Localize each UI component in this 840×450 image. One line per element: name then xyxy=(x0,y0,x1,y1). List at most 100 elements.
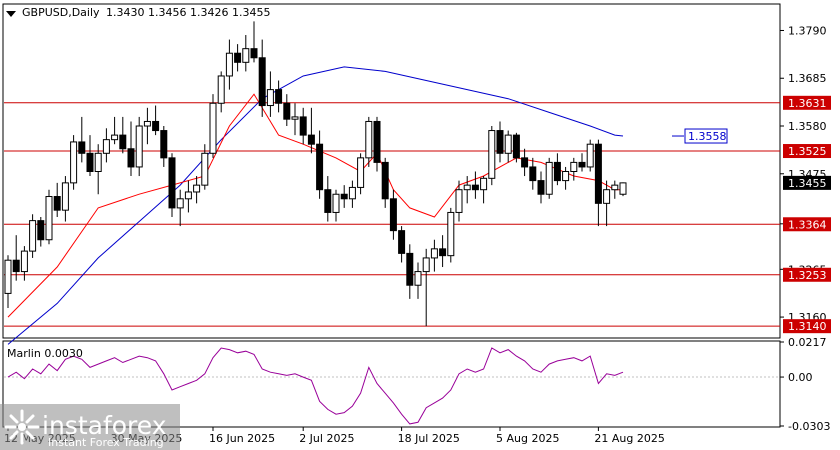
level-tag xyxy=(783,267,831,282)
candlesticks xyxy=(4,21,627,327)
candle-bear xyxy=(307,134,315,145)
candle-bear xyxy=(86,152,94,173)
current-price-label: 1.3455 xyxy=(788,177,827,190)
y-tick-label: 1.3685 xyxy=(788,72,827,85)
marlin-y-tick-label: 0.00 xyxy=(788,371,813,384)
candle-bull xyxy=(480,177,488,191)
candle-bull xyxy=(184,191,192,200)
candle-bear xyxy=(152,120,160,132)
level-tag xyxy=(783,217,831,232)
candle-bear xyxy=(37,220,45,241)
candle-bull xyxy=(45,196,53,241)
candle-bear xyxy=(12,259,20,273)
logo-text: instaforex xyxy=(42,411,167,440)
candle-bull xyxy=(463,184,471,191)
candle-bear xyxy=(78,141,86,154)
price-tags: 1.3631 1.3525 1.3364 1.3253 1.3140 1.3455 1.35… xyxy=(672,95,831,334)
candle-bull xyxy=(201,152,209,186)
ohlc-values: 1.3430 1.3456 1.3426 1.3455 xyxy=(106,6,270,19)
candle-bull xyxy=(61,182,69,211)
candle-bull xyxy=(225,52,233,77)
candle-bull xyxy=(143,120,151,127)
candle-bull xyxy=(94,152,102,173)
candle-bull xyxy=(414,271,422,286)
level-tag-label: 1.3631 xyxy=(788,97,827,110)
slow-ma-line xyxy=(7,66,624,345)
candle-bear xyxy=(283,102,291,120)
candle-bear xyxy=(521,157,529,168)
candle-bull xyxy=(504,134,512,154)
candle-bear xyxy=(439,248,447,257)
marlin-indicator xyxy=(4,347,780,425)
candle-bull xyxy=(447,211,455,257)
candle-bull xyxy=(430,248,438,259)
price-panel xyxy=(2,3,781,339)
candle-bull xyxy=(357,157,365,188)
logo-burst-icon xyxy=(4,409,40,445)
marlin-y-tick-label: -0.0303 xyxy=(788,420,830,433)
current-price-tag xyxy=(783,175,831,190)
candle-bull xyxy=(209,102,217,154)
candle-bear xyxy=(373,120,381,163)
ma-callout-label: 1.3558 xyxy=(688,130,727,143)
level-tag-label: 1.3140 xyxy=(788,320,827,333)
candle-bull xyxy=(4,259,12,294)
level-tag xyxy=(783,95,831,110)
logo-tagline: Instant Forex Trading xyxy=(48,436,164,449)
candle-bull xyxy=(193,184,201,193)
candle-bull xyxy=(422,257,430,273)
candle-bear xyxy=(471,184,479,191)
candle-bear xyxy=(496,130,504,154)
candle-bull xyxy=(70,141,78,184)
marlin-y-tick-label: 0.0217 xyxy=(788,336,827,349)
candle-bear xyxy=(316,143,324,191)
candle-bear xyxy=(553,161,561,182)
candle-bull xyxy=(586,143,594,168)
candle-bull xyxy=(348,186,356,200)
candle-bear xyxy=(299,116,307,136)
candle-bull xyxy=(217,75,225,104)
candle-bear xyxy=(234,52,242,63)
y-tick-label: 1.3580 xyxy=(788,120,827,133)
candle-bull xyxy=(20,250,28,273)
candle-bull xyxy=(176,198,184,209)
collapse-triangle-icon[interactable] xyxy=(6,11,16,17)
level-tag xyxy=(783,319,831,334)
candle-bear xyxy=(275,89,283,104)
candle-bull xyxy=(332,193,340,213)
level-tag-label: 1.3364 xyxy=(788,218,827,231)
candle-bear xyxy=(168,157,176,209)
candle-bear xyxy=(324,189,332,213)
candle-bear xyxy=(127,148,135,168)
candle-bull xyxy=(291,116,299,120)
candle-bull xyxy=(455,189,463,213)
candle-bull xyxy=(545,161,553,195)
level-tag xyxy=(783,144,831,159)
candle-bear xyxy=(537,180,545,195)
candle-bear xyxy=(529,166,537,182)
candle-bull xyxy=(603,189,611,204)
candle-bull xyxy=(135,125,143,168)
x-tick-label: 18 Jul 2025 xyxy=(398,432,460,445)
candle-bear xyxy=(119,134,127,150)
candle-bull xyxy=(570,161,578,173)
candle-bear xyxy=(578,161,586,168)
candle-bear xyxy=(398,230,406,254)
symbol-label: GBPUSD,Daily xyxy=(22,6,100,19)
candle-bear xyxy=(160,130,168,159)
marlin-line xyxy=(7,347,624,425)
y-tick-label: 1.3790 xyxy=(788,24,827,37)
candle-bull xyxy=(266,89,274,107)
candle-bear xyxy=(594,143,602,204)
candle-bull xyxy=(488,130,496,179)
x-tick-label: 5 Aug 2025 xyxy=(496,432,559,445)
candle-bear xyxy=(406,252,414,286)
candle-bull xyxy=(111,134,119,141)
x-tick-label: 2 Jul 2025 xyxy=(299,432,354,445)
instaforex-logo: instaforex Instant Forex Trading xyxy=(0,404,180,450)
level-tag-label: 1.3253 xyxy=(788,269,827,282)
candle-bull xyxy=(242,48,250,63)
candle-bull xyxy=(619,182,627,195)
x-tick-label: 16 Jun 2025 xyxy=(209,432,275,445)
